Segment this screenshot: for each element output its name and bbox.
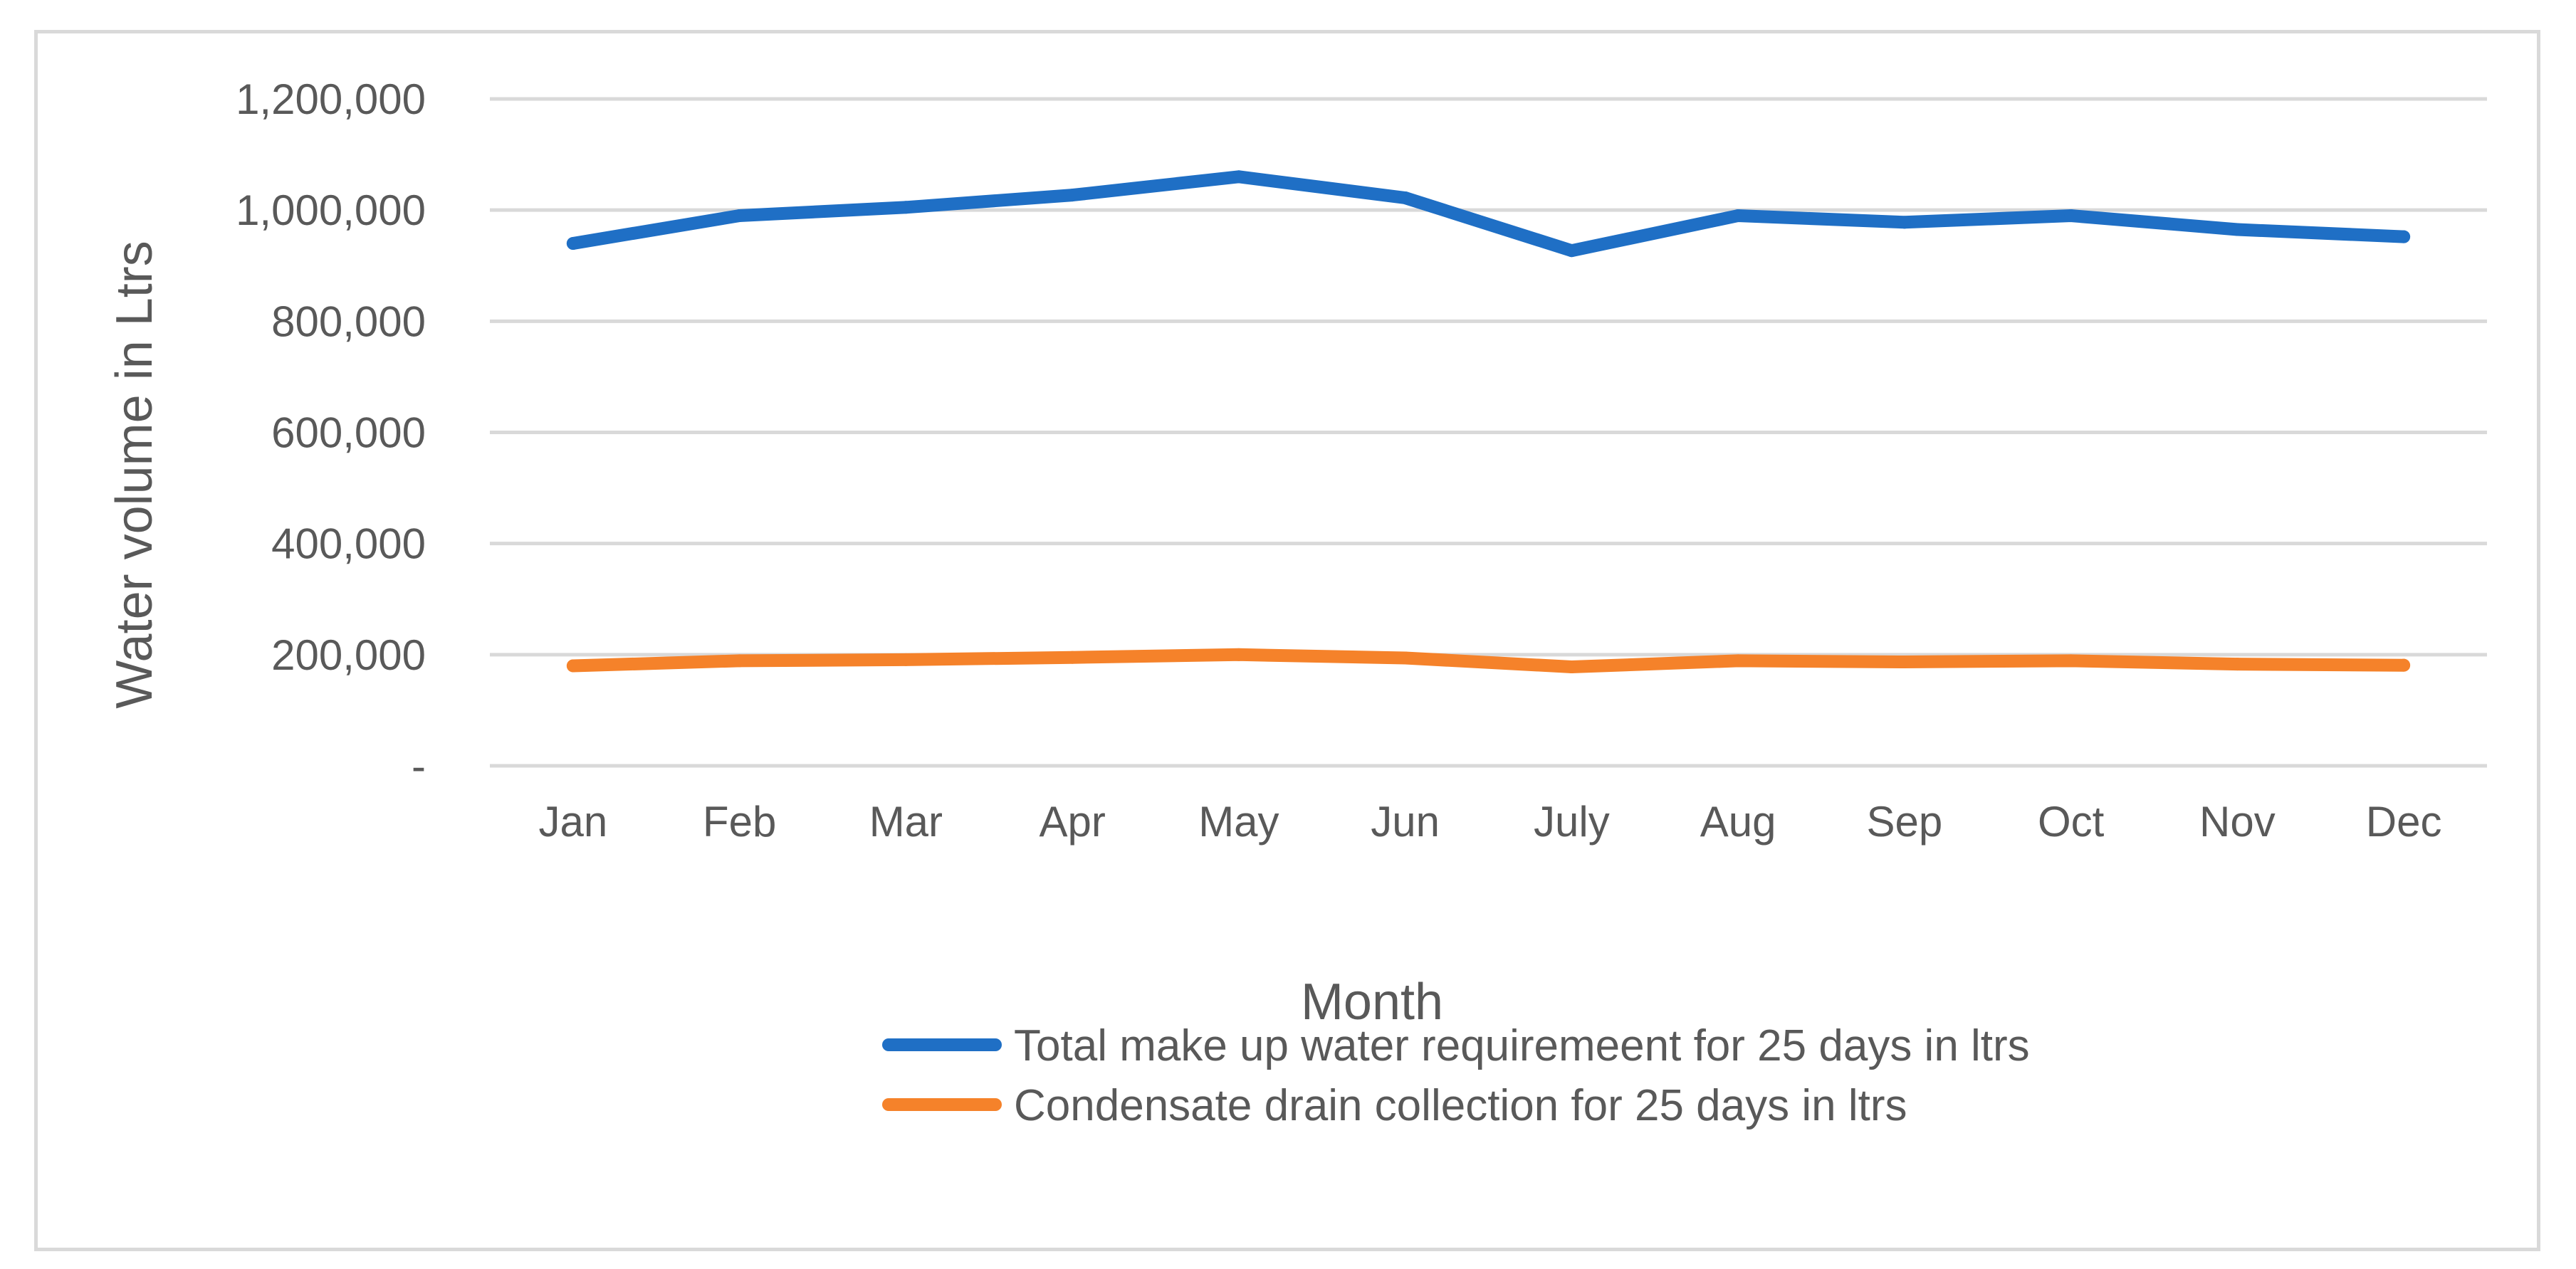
data-point [1398,651,1412,665]
data-point [2064,209,2078,222]
y-tick-label: 200,000 [271,631,426,679]
x-tick-label: Feb [703,798,776,846]
y-tick-label: 400,000 [271,520,426,568]
x-tick-label: Sep [1866,798,1942,846]
y-tick-label: 800,000 [271,297,426,345]
data-point [899,201,913,214]
x-tick-label: Mar [869,798,943,846]
y-tick-label: 600,000 [271,409,426,457]
x-tick-label: Nov [2199,798,2276,846]
series-lines [566,170,2411,674]
data-point [733,654,746,668]
data-point [2397,230,2411,243]
series-line-1 [566,170,2411,258]
data-point [2397,658,2411,672]
data-point [1565,244,1578,258]
data-point [1066,189,1079,202]
legend-label: Total make up water requiremeent for 25 … [1014,1021,2030,1070]
y-tick-label: 1,000,000 [236,186,426,234]
x-tick-label: Apr [1039,798,1105,846]
data-point [2231,223,2244,236]
data-point [1066,651,1079,664]
y-tick-label: 1,200,000 [236,75,426,123]
data-point [566,659,580,673]
data-point [1897,655,1911,668]
y-axis-title: Water volume in Ltrs [106,241,163,709]
legend-label: Condensate drain collection for 25 days … [1014,1081,1907,1130]
data-point [566,237,580,251]
data-point [1565,660,1578,674]
data-point [2064,654,2078,668]
x-tick-label: Jan [539,798,608,846]
x-tick-label: Dec [2366,798,2442,846]
data-point [1732,209,1745,222]
y-axis-tick-labels: - 200,000 400,000 600,000 800,000 1,000,000 1,… [236,75,426,790]
x-axis-tick-labels: Jan Feb Mar Apr May Jun July Aug Sep Oct Nov Dec [539,798,2442,846]
series-line-2 [566,648,2411,673]
x-tick-label: July [1534,798,1610,846]
x-axis-title: Month [1301,974,1443,1031]
data-point [1398,191,1412,204]
x-tick-label: Oct [2038,798,2105,846]
x-tick-label: Jun [1371,798,1440,846]
y-tick-label: - [412,742,426,790]
data-point [733,209,746,222]
chart-frame: - 200,000 400,000 600,000 800,000 1,000,000 1,… [34,30,2540,1251]
legend: Total make up water requiremeent for 25 … [882,1021,2030,1130]
data-point [1897,216,1911,229]
data-point [2231,658,2244,671]
x-tick-label: May [1198,798,1279,846]
data-point [1232,648,1245,661]
data-point [1732,654,1745,668]
line-chart: - 200,000 400,000 600,000 800,000 1,000,000 1,… [106,75,2487,1130]
x-tick-label: Aug [1700,798,1776,846]
data-point [899,653,913,666]
data-point [1232,170,1245,184]
